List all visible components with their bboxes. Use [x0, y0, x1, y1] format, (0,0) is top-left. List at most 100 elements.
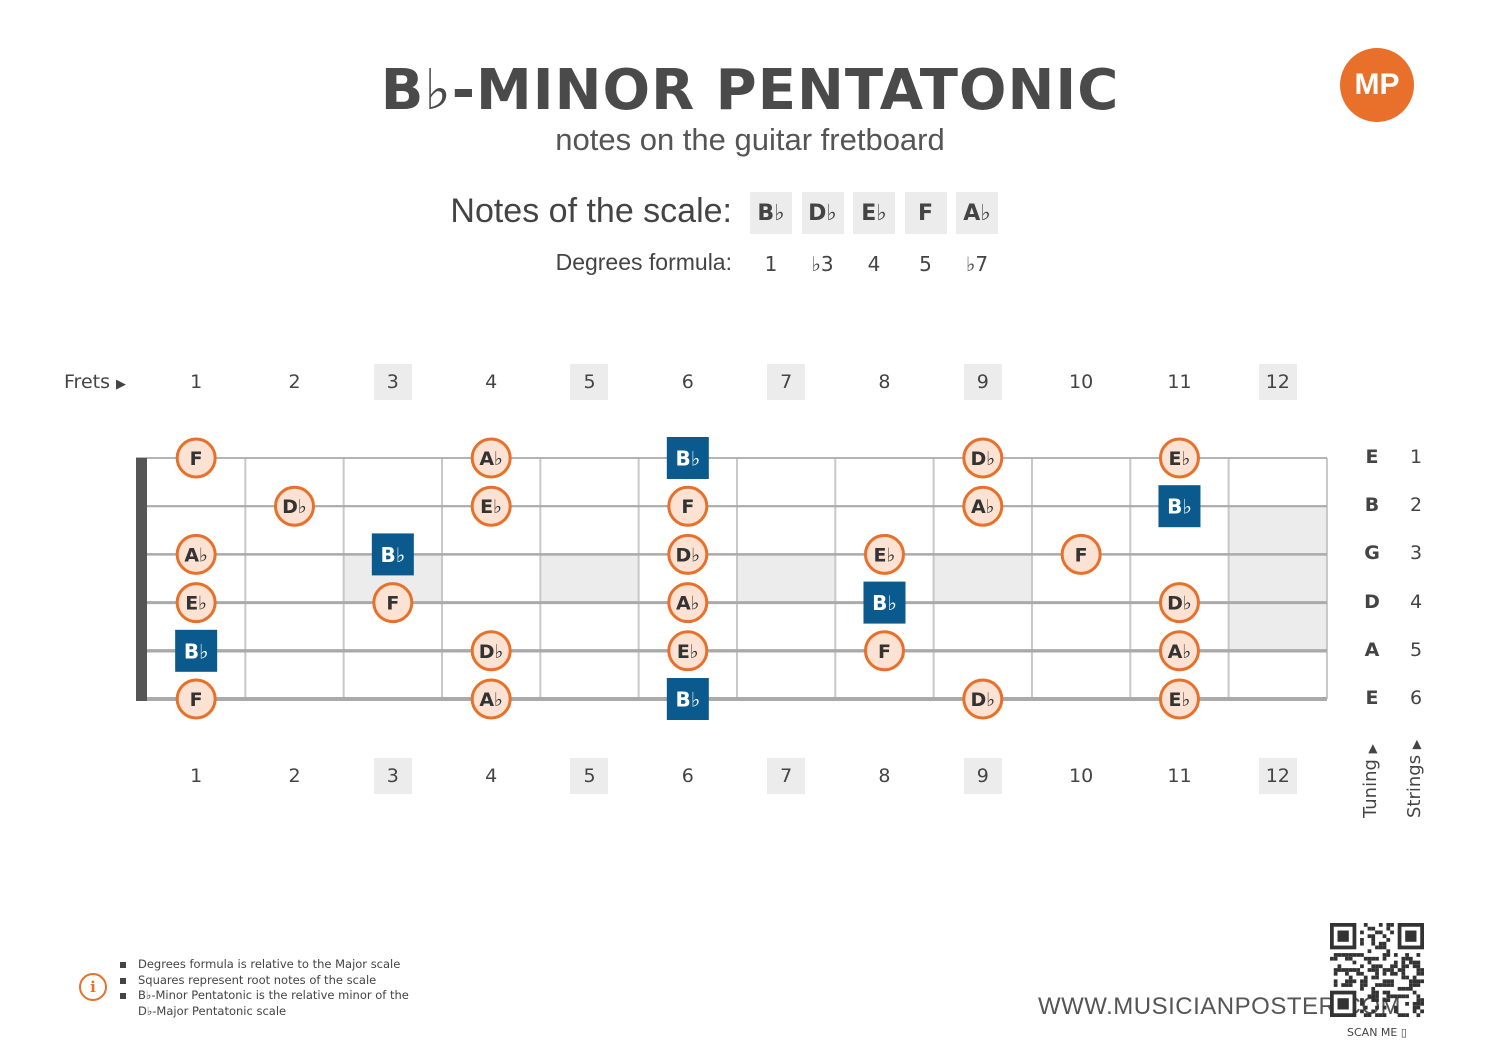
- scan-me-label: SCAN ME ▯: [1347, 1026, 1407, 1039]
- fret-marker: [540, 554, 639, 603]
- triangle-right-icon: ▶: [116, 377, 127, 392]
- root-note-square: [863, 581, 906, 624]
- fret-number: 12: [1258, 364, 1297, 400]
- triangle-right-icon: ▶: [1365, 744, 1379, 754]
- tuning-note: D: [1364, 590, 1380, 613]
- note-circle: [470, 437, 512, 479]
- note-circle: [175, 678, 217, 720]
- note-label: E♭: [873, 544, 895, 566]
- scale-note: D♭: [801, 192, 844, 234]
- fret-number: 1: [190, 371, 203, 393]
- root-note-label: B♭: [380, 543, 405, 567]
- tuning-label: Tuning ▶: [1360, 744, 1381, 818]
- footer-note: B♭-Minor Pentatonic is the relative mino…: [120, 988, 440, 1004]
- fret-number: 1: [190, 765, 203, 787]
- fret-number: 4: [485, 371, 498, 393]
- note-circle: [1158, 582, 1200, 624]
- page-subtitle: notes on the guitar fretboard: [555, 122, 945, 157]
- note-circle: [1158, 437, 1200, 479]
- note-label: A♭: [479, 448, 503, 470]
- note-circle: [175, 533, 217, 575]
- fret-marker: [933, 554, 1032, 603]
- note-label: D♭: [479, 641, 504, 663]
- root-note-square: [371, 533, 414, 576]
- note-circle: [470, 630, 512, 672]
- tuning-note: A: [1364, 638, 1380, 661]
- note-circle: [863, 533, 905, 575]
- note-label: F: [1075, 544, 1088, 566]
- note-label: E♭: [480, 496, 502, 518]
- fret-number: 6: [681, 765, 694, 787]
- root-note-label: B♭: [1167, 495, 1192, 519]
- scale-degree: 5: [919, 252, 932, 276]
- note-circle: [962, 678, 1004, 720]
- fret-number: 3: [373, 364, 412, 400]
- scale-note: E♭: [853, 192, 895, 234]
- scale-note: F: [904, 192, 947, 234]
- note-label: A♭: [479, 689, 503, 711]
- string-number: 1: [1409, 446, 1423, 468]
- note-label: E♭: [677, 641, 699, 663]
- footer-notes: Degrees formula is relative to the Major…: [120, 957, 440, 1019]
- note-label: A♭: [676, 593, 700, 615]
- degrees-formula-label: Degrees formula:: [555, 249, 732, 275]
- note-circle: [1158, 630, 1200, 672]
- fret-number: 9: [963, 758, 1002, 794]
- string-number: 5: [1409, 638, 1423, 661]
- note-label: D♭: [282, 496, 307, 518]
- root-note-label: B♭: [184, 639, 209, 663]
- note-label: D♭: [970, 689, 995, 711]
- scale-note: A♭: [956, 192, 998, 234]
- page-title: B♭-MINOR PENTATONIC: [380, 58, 1120, 123]
- note-circle: [863, 630, 905, 672]
- note-circle: [962, 437, 1004, 479]
- fret-number: 4: [485, 765, 498, 787]
- fret-number: 2: [288, 765, 301, 787]
- tuning-note: E: [1365, 687, 1379, 709]
- note-circle: [1158, 678, 1200, 720]
- fret-number: 7: [767, 364, 806, 400]
- note-circle: [962, 485, 1004, 527]
- note-label: D♭: [675, 544, 700, 566]
- fret-number: 10: [1069, 371, 1094, 393]
- qr-code-icon[interactable]: [1330, 923, 1424, 1017]
- note-circle: [667, 630, 709, 672]
- root-note-label: B♭: [872, 591, 897, 615]
- root-note-square: [666, 437, 709, 479]
- root-note-square: [1158, 485, 1201, 528]
- note-circle: [667, 533, 709, 575]
- note-label: E♭: [1168, 448, 1190, 470]
- fret-marker: [1228, 506, 1327, 651]
- nut: [136, 458, 147, 701]
- fret-number: 12: [1258, 758, 1297, 794]
- note-circle: [175, 437, 217, 479]
- fret-number: 11: [1167, 371, 1192, 393]
- note-circle: [667, 485, 709, 527]
- note-circle: [273, 485, 315, 527]
- scale-note: B♭: [750, 192, 792, 234]
- footer-note: D♭-Major Pentatonic scale: [138, 1003, 287, 1018]
- note-circle: [175, 582, 217, 624]
- fret-number: 5: [570, 758, 609, 794]
- fret-number: 8: [878, 765, 891, 787]
- note-label: A♭: [184, 544, 208, 566]
- tuning-note: E: [1365, 446, 1379, 468]
- note-circle: [372, 582, 414, 624]
- scale-degree: 1: [764, 252, 778, 276]
- footer-note: Squares represent root notes of the scal…: [120, 973, 440, 989]
- root-note-label: B♭: [675, 688, 700, 712]
- string-number: 4: [1409, 590, 1423, 613]
- root-note-label: B♭: [675, 447, 700, 471]
- note-label: E♭: [1168, 689, 1190, 711]
- fret-number: 6: [681, 371, 694, 393]
- fret-number: 10: [1069, 765, 1094, 787]
- info-icon: i: [79, 973, 107, 1001]
- fret-number: 7: [767, 758, 806, 794]
- string-number: 3: [1409, 542, 1423, 565]
- string-number: 2: [1409, 494, 1423, 517]
- musicianposter-logo: MP: [1340, 48, 1414, 122]
- note-label: F: [681, 496, 694, 518]
- root-note-square: [175, 629, 218, 672]
- fret-number: 5: [570, 364, 609, 400]
- note-circle: [470, 678, 512, 720]
